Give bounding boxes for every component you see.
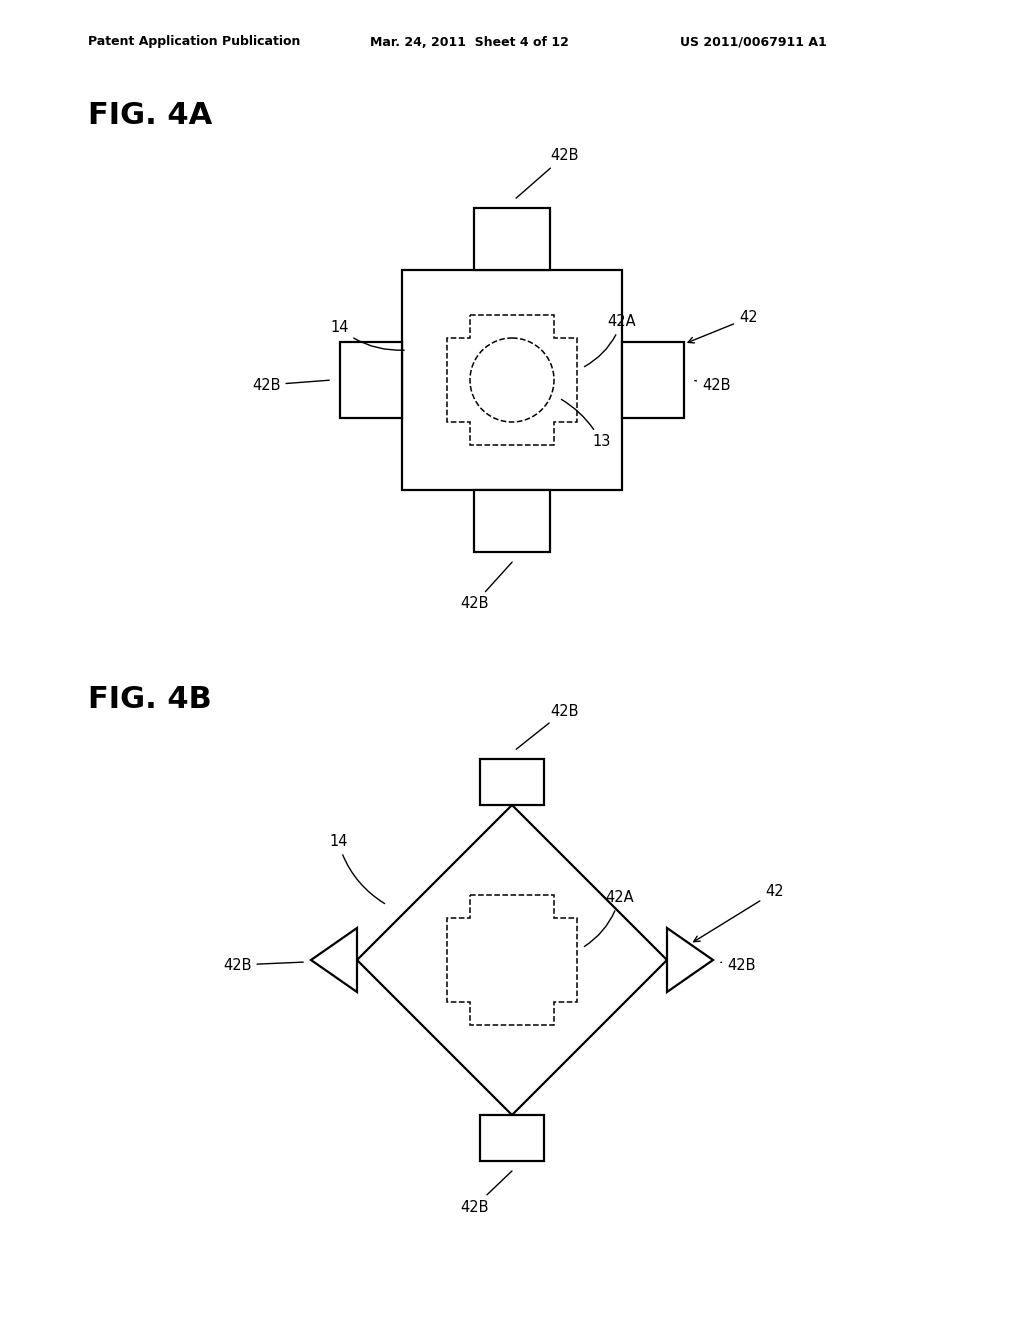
Bar bbox=[474, 209, 550, 271]
Bar bbox=[480, 1115, 544, 1162]
Text: 42B: 42B bbox=[460, 562, 512, 611]
Text: 42B: 42B bbox=[516, 149, 579, 198]
Text: 14: 14 bbox=[330, 321, 404, 350]
Text: 42A: 42A bbox=[585, 891, 634, 946]
Bar bbox=[622, 342, 684, 418]
Text: 14: 14 bbox=[329, 834, 385, 904]
Text: 42B: 42B bbox=[694, 378, 730, 392]
Text: 42B: 42B bbox=[252, 378, 330, 392]
Text: 42B: 42B bbox=[516, 704, 579, 750]
Text: US 2011/0067911 A1: US 2011/0067911 A1 bbox=[680, 36, 826, 49]
Bar bbox=[480, 759, 544, 805]
Polygon shape bbox=[667, 928, 713, 993]
Text: FIG. 4A: FIG. 4A bbox=[88, 100, 212, 129]
Text: 13: 13 bbox=[561, 400, 610, 450]
Text: Mar. 24, 2011  Sheet 4 of 12: Mar. 24, 2011 Sheet 4 of 12 bbox=[370, 36, 569, 49]
Text: 42: 42 bbox=[693, 884, 783, 941]
Text: FIG. 4B: FIG. 4B bbox=[88, 685, 212, 714]
Bar bbox=[402, 271, 622, 490]
Polygon shape bbox=[311, 928, 357, 993]
Polygon shape bbox=[357, 805, 667, 1115]
Bar bbox=[474, 490, 550, 552]
Text: 42A: 42A bbox=[585, 314, 636, 367]
Bar bbox=[340, 342, 402, 418]
Text: 42B: 42B bbox=[460, 1171, 512, 1214]
Text: Patent Application Publication: Patent Application Publication bbox=[88, 36, 300, 49]
Text: 42B: 42B bbox=[223, 957, 303, 973]
Text: 42B: 42B bbox=[721, 957, 756, 973]
Text: 42: 42 bbox=[688, 310, 758, 343]
